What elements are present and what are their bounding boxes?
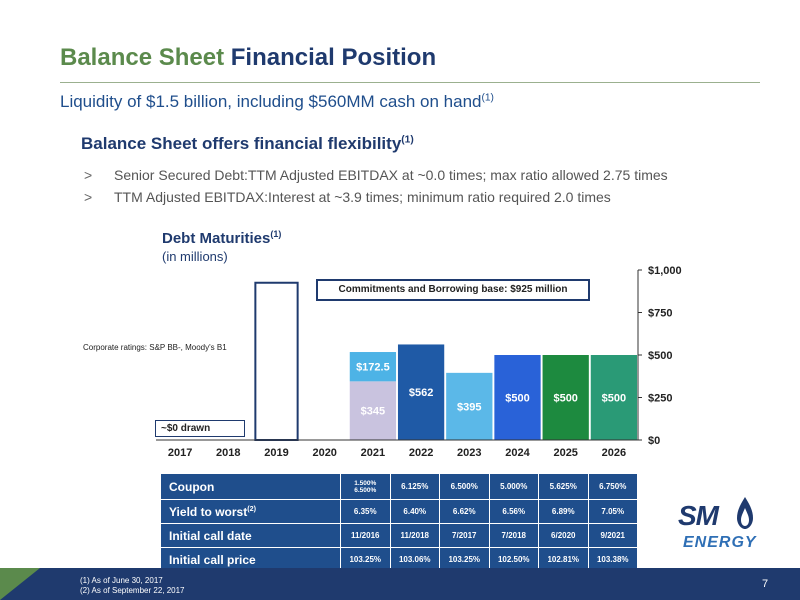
title-divider [60, 82, 760, 83]
bar [446, 372, 493, 440]
bullet-text: Senior Secured Debt:TTM Adjusted EBITDAX… [114, 167, 668, 183]
bullet-marker: > [84, 189, 93, 205]
x-tick-label: 2019 [264, 447, 288, 459]
bar-data-label: $500 [553, 393, 577, 405]
table-cell: 103.25% [439, 547, 490, 572]
section-footnote-ref: (1) [401, 134, 414, 146]
page-title: Balance Sheet Financial Position [60, 44, 436, 72]
chart-title: Debt Maturities(1) [162, 229, 282, 248]
bar-borrowing-base [254, 281, 299, 441]
table-cell: 6/2020 [538, 523, 589, 548]
table-row: Yield to worst(2) 6.35% 6.40% 6.62% 6.56… [160, 499, 638, 524]
table-cell: 6.89% [538, 499, 589, 524]
subtitle-footnote-ref: (1) [481, 92, 494, 104]
x-tick-label: 2018 [216, 447, 240, 459]
table-cell: 11/2018 [389, 523, 440, 548]
logo-sm-text: SM [678, 500, 719, 531]
y-tick-label: $750 [648, 308, 672, 320]
subtitle-text: Liquidity of $1.5 billion, including $56… [60, 92, 482, 111]
sm-energy-logo: SM ENERGY [678, 497, 762, 556]
footer-band [0, 568, 800, 600]
table-cell: 6.62% [439, 499, 490, 524]
page-title-part2: Financial Position [230, 44, 437, 71]
y-tick-label: $1,000 [648, 265, 682, 277]
section-heading-text: Balance Sheet offers financial flexibili… [81, 134, 402, 153]
table-cell: 9/2021 [587, 523, 638, 548]
page-number: 7 [762, 578, 769, 590]
bar-data-label: $562 [409, 387, 433, 399]
row-label: Initial call date [160, 523, 341, 548]
table-cell: 1.500% 6.500% [340, 473, 391, 500]
table-cell: 6.125% [389, 473, 440, 500]
bar-data-label: $500 [602, 393, 626, 405]
bar [349, 381, 397, 440]
bar-data-label: $345 [361, 406, 385, 418]
table-cell: 103.06% [389, 547, 440, 572]
y-tick-label: $250 [648, 393, 672, 405]
table-cell: 5.000% [488, 473, 539, 500]
x-tick-label: 2023 [457, 447, 481, 459]
bar [542, 355, 589, 440]
page-title-part1: Balance Sheet [60, 44, 231, 71]
bar-data-label: $172.5 [356, 362, 390, 374]
table-cell: 6.40% [389, 499, 440, 524]
logo-energy-text: ENERGY [683, 534, 757, 551]
bullet-item: > Senior Secured Debt:TTM Adjusted EBITD… [84, 167, 764, 184]
table-cell: 5.625% [538, 473, 589, 500]
debt-maturities-chart: $345 $172.5 $562 $395 $500 $500 $500 $0 $250 $500… [156, 265, 682, 459]
table-cell: 103.38% [587, 547, 638, 572]
x-tick-label: 2022 [409, 447, 433, 459]
bar [397, 344, 445, 440]
table-cell: 6.35% [340, 499, 391, 524]
table-cell: 7.05% [587, 499, 638, 524]
table-row: Initial call date 11/2016 11/2018 7/2017… [160, 523, 638, 548]
x-tick-label: 2020 [312, 447, 336, 459]
y-tick-label: $0 [648, 435, 660, 447]
footnote: (1) As of June 30, 2017 [80, 576, 163, 585]
table-cell: 7/2017 [439, 523, 490, 548]
x-tick-label: 2017 [168, 447, 192, 459]
chart-title-text: Debt Maturities [162, 230, 271, 247]
footnotes: (1) As of June 30, 2017 (2) As of Septem… [80, 576, 185, 596]
chart-subtitle: (in millions) [162, 249, 228, 264]
bar [590, 355, 638, 440]
row-label: Coupon [160, 473, 341, 500]
table-cell: 6.56% [488, 499, 539, 524]
footnote: (2) As of September 22, 2017 [80, 586, 185, 595]
table-row: Coupon 1.500% 6.500% 6.125% 6.500% 5.000… [160, 473, 638, 500]
table-cell: 7/2018 [488, 523, 539, 548]
bar-data-label: $395 [457, 401, 481, 413]
x-tick-label: 2026 [602, 447, 626, 459]
x-tick-label: 2021 [361, 447, 385, 459]
chart-footnote-ref: (1) [270, 229, 282, 239]
section-heading: Balance Sheet offers financial flexibili… [81, 134, 414, 154]
table-cell: 103.25% [340, 547, 391, 572]
bar-data-label: $500 [505, 393, 529, 405]
notes-table: Coupon 1.500% 6.500% 6.125% 6.500% 5.000… [160, 473, 638, 572]
y-tick-label: $500 [648, 350, 672, 362]
drawn-callout: ~$0 drawn [155, 420, 245, 437]
table-cell: 6.750% [587, 473, 638, 500]
table-row: Initial call price 103.25% 103.06% 103.2… [160, 547, 638, 572]
row-label: Initial call price [160, 547, 341, 572]
table-cell: 102.81% [538, 547, 589, 572]
x-tick-label: 2025 [553, 447, 577, 459]
bullet-text: TTM Adjusted EBITDAX:Interest at ~3.9 ti… [114, 189, 611, 205]
bar [349, 352, 397, 382]
page-subtitle: Liquidity of $1.5 billion, including $56… [60, 92, 494, 112]
borrowing-base-callout: Commitments and Borrowing base: $925 mil… [316, 279, 590, 301]
bar [494, 355, 541, 440]
flame-icon [737, 497, 753, 529]
x-tick-label: 2024 [505, 447, 530, 459]
bullet-list: > Senior Secured Debt:TTM Adjusted EBITD… [84, 167, 764, 211]
table-cell: 6.500% [439, 473, 490, 500]
footer-accent [0, 568, 40, 600]
bullet-marker: > [84, 167, 93, 183]
bullet-item: > TTM Adjusted EBITDAX:Interest at ~3.9 … [84, 189, 764, 206]
row-label: Yield to worst(2) [160, 499, 341, 524]
table-cell: 11/2016 [340, 523, 391, 548]
corporate-ratings-note: Corporate ratings: S&P BB-, Moody's B1 [83, 343, 227, 352]
